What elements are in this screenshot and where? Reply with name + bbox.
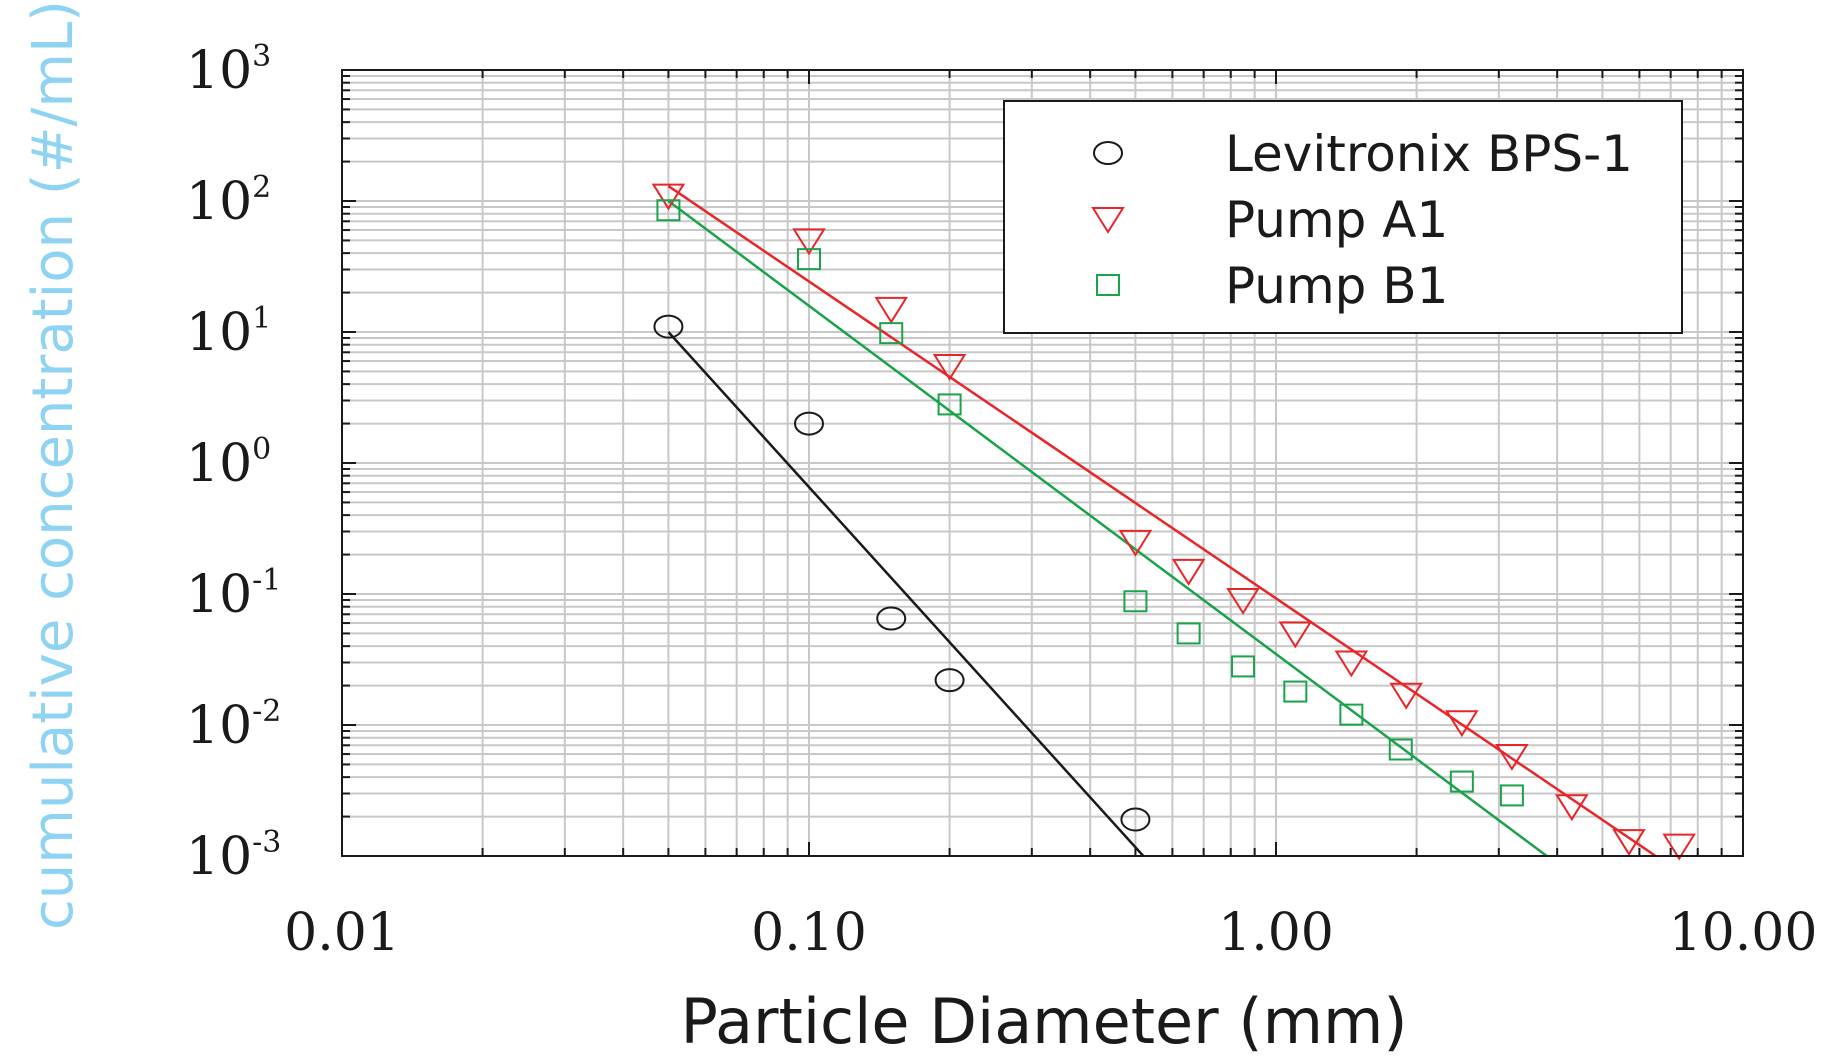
y-tick-label: 10-2 bbox=[186, 694, 281, 756]
data-point bbox=[1176, 622, 1201, 645]
legend-marker bbox=[1091, 207, 1125, 234]
x-tick-label: 10.00 bbox=[1669, 903, 1818, 963]
data-point bbox=[1495, 743, 1529, 771]
data-point bbox=[1171, 558, 1206, 586]
fit-line bbox=[667, 331, 1145, 857]
data-point bbox=[932, 354, 967, 381]
data-point bbox=[1283, 680, 1308, 703]
data-point bbox=[653, 314, 684, 339]
data-point bbox=[1612, 829, 1646, 856]
y-axis-label: cumulative concentration (#/mL) bbox=[21, 0, 86, 930]
x-tick-label: 0.10 bbox=[751, 903, 867, 963]
legend-label: Pump A1 bbox=[1225, 191, 1448, 249]
data-point bbox=[1389, 682, 1423, 710]
data-point bbox=[879, 322, 904, 345]
data-point bbox=[1662, 833, 1696, 861]
legend-marker bbox=[1096, 274, 1120, 296]
data-point bbox=[794, 411, 824, 436]
data-markers bbox=[651, 183, 1696, 861]
legend-label: Pump B1 bbox=[1225, 257, 1448, 315]
y-tick-label: 100 bbox=[186, 432, 271, 494]
data-point bbox=[1388, 738, 1413, 761]
data-point bbox=[797, 248, 821, 271]
data-point bbox=[1499, 784, 1524, 807]
x-tick-label: 0.01 bbox=[284, 903, 400, 963]
data-point bbox=[1339, 703, 1364, 726]
y-axis-ticks: 103 102 101 100 10-1 10-2 10-3 bbox=[186, 39, 1743, 887]
fit-line bbox=[667, 199, 1548, 858]
data-point bbox=[656, 199, 681, 222]
y-tick-label: 10-1 bbox=[186, 563, 281, 625]
data-point bbox=[1555, 794, 1589, 822]
data-point bbox=[1278, 621, 1313, 649]
data-point bbox=[1449, 770, 1474, 793]
data-point bbox=[792, 228, 826, 256]
data-point bbox=[934, 668, 965, 693]
legend-marker bbox=[1093, 141, 1123, 165]
data-point bbox=[1445, 710, 1479, 738]
data-point bbox=[874, 296, 909, 324]
data-point bbox=[876, 606, 907, 631]
data-point bbox=[937, 393, 962, 416]
data-point bbox=[1231, 655, 1256, 678]
data-point bbox=[1118, 529, 1153, 557]
x-axis-label: Particle Diameter (mm) bbox=[680, 985, 1407, 1058]
data-point bbox=[1334, 650, 1369, 678]
y-tick-label: 102 bbox=[186, 170, 271, 232]
y-tick-label: 101 bbox=[186, 301, 271, 363]
data-point bbox=[1226, 587, 1260, 615]
x-tick-label: 1.00 bbox=[1218, 903, 1334, 963]
fit-lines bbox=[667, 185, 1657, 858]
x-axis-ticks: 0.01 0.10 1.00 10.00 bbox=[284, 70, 1817, 963]
data-point bbox=[1123, 590, 1148, 613]
legend-label: Levitronix BPS-1 bbox=[1225, 125, 1633, 183]
fit-line bbox=[667, 185, 1657, 858]
data-point bbox=[1120, 807, 1151, 832]
legend: Levitronix BPS-1 Pump A1 Pump B1 bbox=[1003, 100, 1683, 334]
y-tick-label: 10-3 bbox=[186, 825, 281, 887]
data-point bbox=[651, 183, 686, 211]
y-tick-label: 103 bbox=[186, 39, 271, 101]
